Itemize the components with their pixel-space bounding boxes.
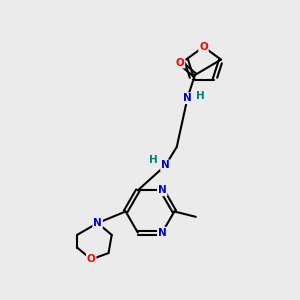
Text: O: O xyxy=(199,42,208,52)
Text: H: H xyxy=(148,155,157,165)
Text: N: N xyxy=(158,185,167,195)
Text: N: N xyxy=(93,218,102,228)
Text: H: H xyxy=(196,91,204,101)
Text: O: O xyxy=(176,58,184,68)
Text: N: N xyxy=(161,160,170,170)
Text: O: O xyxy=(87,254,96,264)
Text: N: N xyxy=(183,93,192,103)
Text: N: N xyxy=(158,228,167,238)
